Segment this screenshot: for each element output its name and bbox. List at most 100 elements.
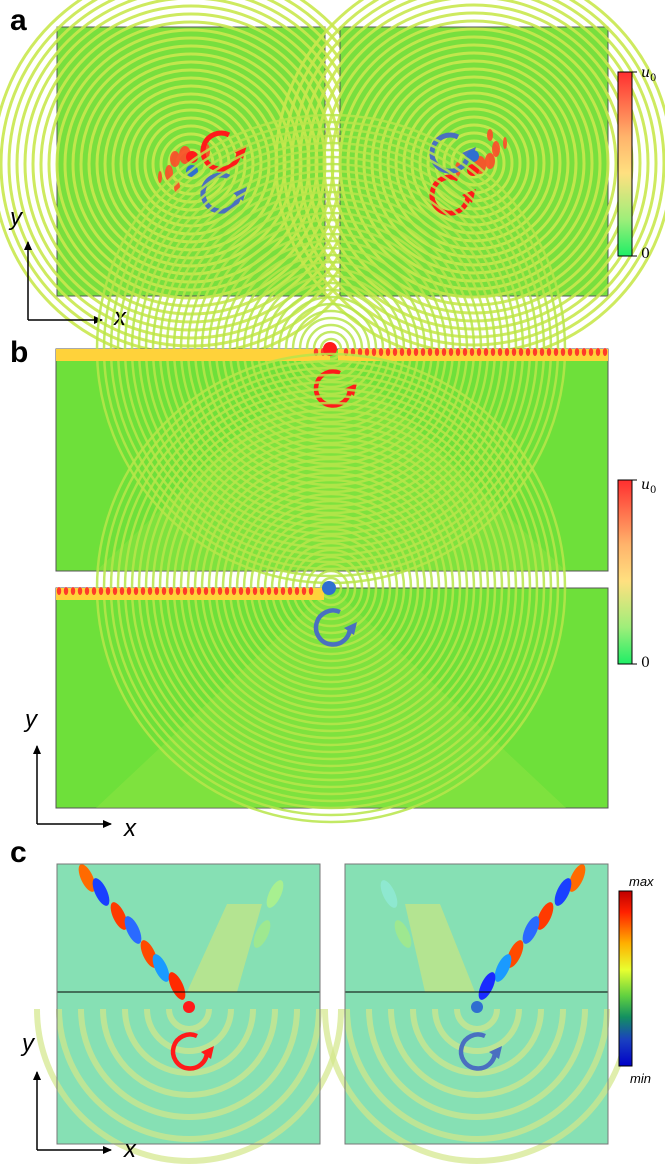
wave-arc	[100, 1008, 278, 1098]
edge-wave-peak	[588, 348, 594, 356]
wave-ring	[127, 100, 255, 228]
colorbar-a-bottom-label: 0	[641, 246, 650, 262]
wave-arc	[366, 1008, 588, 1120]
edge-wave-peak	[441, 348, 447, 356]
colorbar-b-top-label: u0	[641, 477, 657, 496]
edge-wave-peak	[63, 587, 69, 595]
edge-wave-peak	[245, 587, 251, 595]
edge-wave-peak	[210, 587, 216, 595]
wave-arc	[344, 1008, 610, 1142]
edge-wave-peak	[70, 587, 76, 595]
beam-lobe	[152, 954, 170, 982]
beam-lobe	[494, 954, 512, 982]
wave-arc	[410, 1008, 544, 1076]
x-axis-label-c: x	[124, 1136, 136, 1163]
edge-wave-peak	[567, 348, 573, 356]
counterclockwise-arrow-icon	[458, 1032, 498, 1071]
edge-wave-peak	[448, 348, 454, 356]
colorbar-a-top-label: u0	[641, 65, 657, 84]
axes-indicator-b	[33, 745, 112, 828]
edge-wave-peak	[189, 587, 195, 595]
edge-wave-peak	[595, 348, 601, 356]
edge-wave-peak	[203, 587, 209, 595]
counterclockwise-arrow-icon	[170, 1032, 210, 1071]
edge-wave-peak	[476, 348, 482, 356]
edge-wave-peak	[399, 348, 405, 356]
blue-source-dot	[467, 150, 479, 162]
wave-ring	[159, 132, 223, 196]
edge-wave-peak	[308, 587, 314, 595]
edge-wave-peak	[602, 348, 608, 356]
edge-wave-peak	[511, 348, 517, 356]
blue-source-dot	[471, 1001, 483, 1013]
edge-wave-peak	[504, 348, 510, 356]
edge-wave-peak	[294, 587, 300, 595]
panel-label-b: b	[10, 336, 29, 369]
x-axis-label-b: x	[124, 815, 136, 842]
colorbar-a	[617, 71, 637, 257]
edge-wave-peak	[273, 587, 279, 595]
edge-wave-peak	[119, 587, 125, 595]
edge-wave-peak	[483, 348, 489, 356]
red-source-dot	[183, 1001, 195, 1013]
beam-lobe	[536, 902, 554, 930]
wave-ring	[346, 35, 602, 291]
wave-arc	[34, 1008, 344, 1164]
panel-label-a: a	[10, 4, 27, 37]
panel-label-c: c	[10, 836, 27, 869]
edge-wave-peak	[252, 587, 258, 595]
edge-wave-peak	[413, 348, 419, 356]
wave-ring	[450, 139, 498, 187]
edge-wave-peak	[238, 587, 244, 595]
wave-arc	[322, 1008, 632, 1164]
edge-wave-peak	[168, 587, 174, 595]
edge-wave-peak	[385, 348, 391, 356]
edge-wave-peak	[490, 348, 496, 356]
beam-lobe	[478, 972, 496, 1000]
edge-wave-peak	[553, 348, 559, 356]
beam-lobe	[380, 880, 398, 908]
edge-wave-peak	[469, 348, 475, 356]
edge-wave-peak	[301, 587, 307, 595]
beam-lobe	[168, 972, 186, 1000]
colorbar-c-bottom-label: min	[630, 1071, 651, 1086]
edge-wave-peak	[497, 348, 503, 356]
edge-wave-peak	[287, 587, 293, 595]
edge-wave-peak	[371, 348, 377, 356]
wave-ring	[354, 43, 594, 283]
counterclockwise-arrow-icon	[313, 608, 353, 647]
colorbar-c	[618, 890, 633, 1067]
edge-wave-peak	[357, 348, 363, 356]
wave-arc	[432, 1008, 522, 1054]
wave-ring	[151, 124, 231, 204]
wave-ring	[306, 0, 642, 331]
wave-arc	[454, 1008, 500, 1032]
beam-lobe	[78, 864, 96, 892]
edge-wave-peak	[560, 348, 566, 356]
wave-arc	[78, 1008, 300, 1120]
edge-wave-peak	[455, 348, 461, 356]
edge-wave-peak	[98, 587, 104, 595]
edge-wave-peak	[84, 587, 90, 595]
edge-wave-peak	[546, 348, 552, 356]
beam-lobe	[92, 878, 110, 906]
field-map-b-bottom	[55, 352, 609, 824]
wave-arc	[122, 1008, 256, 1076]
y-axis-label-a: y	[10, 204, 22, 231]
axes-indicator-a	[24, 241, 103, 324]
edge-wave-peak	[525, 348, 531, 356]
edge-wave-peak	[259, 587, 265, 595]
colorbar-b-bottom-label: 0	[641, 655, 650, 671]
beam-lobe	[568, 864, 586, 892]
beam-lobe	[124, 916, 142, 944]
edge-wave-peak	[112, 587, 118, 595]
edge-wave-peak	[434, 348, 440, 356]
wave-ring	[370, 59, 578, 267]
edge-wave-peak	[175, 587, 181, 595]
wave-ring	[386, 75, 562, 251]
colorbar-c-top-label: max	[629, 874, 654, 889]
axes-indicator-c	[33, 1071, 112, 1154]
edge-wave-peak	[154, 587, 160, 595]
edge-wave-peak	[133, 587, 139, 595]
edge-wave-peak	[539, 348, 545, 356]
